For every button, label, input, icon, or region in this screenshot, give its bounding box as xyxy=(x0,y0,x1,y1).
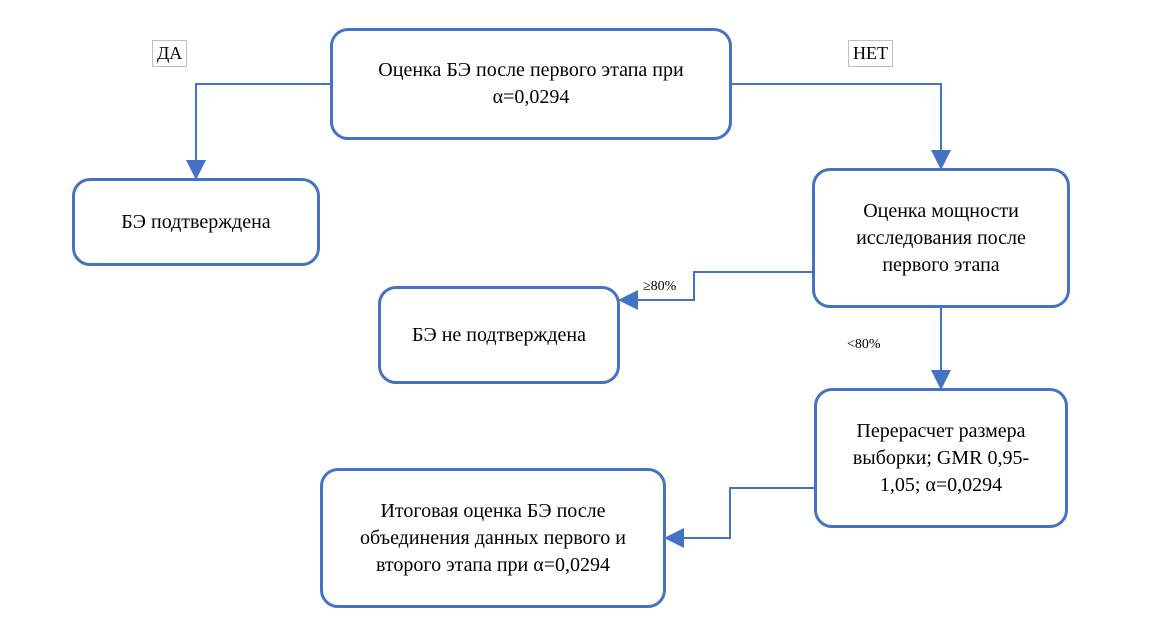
flowchart-container: Оценка БЭ после первого этапа при α=0,02… xyxy=(0,0,1162,642)
node-power: Оценка мощности исследования после перво… xyxy=(812,168,1070,308)
label-yes: ДА xyxy=(152,40,187,67)
label-ge80: ≥80% xyxy=(640,278,679,296)
edge-recalc-final xyxy=(666,488,814,538)
label-lt80: <80% xyxy=(844,336,884,354)
edge-start-power xyxy=(732,84,941,168)
node-start-text: Оценка БЭ после первого этапа при α=0,02… xyxy=(351,57,711,111)
node-power-text: Оценка мощности исследования после перво… xyxy=(833,198,1049,279)
node-not-confirmed: БЭ не подтверждена xyxy=(378,286,620,384)
label-no: НЕТ xyxy=(848,40,893,67)
node-not-confirmed-text: БЭ не подтверждена xyxy=(412,322,586,349)
node-start: Оценка БЭ после первого этапа при α=0,02… xyxy=(330,28,732,140)
node-recalc: Перерасчет размера выборки; GMR 0,95-1,0… xyxy=(814,388,1068,528)
node-recalc-text: Перерасчет размера выборки; GMR 0,95-1,0… xyxy=(835,418,1047,499)
node-confirmed-text: БЭ подтверждена xyxy=(121,209,270,236)
node-confirmed: БЭ подтверждена xyxy=(72,178,320,266)
node-final-text: Итоговая оценка БЭ после объединения дан… xyxy=(341,498,645,579)
edge-start-confirmed xyxy=(196,84,330,178)
node-final: Итоговая оценка БЭ после объединения дан… xyxy=(320,468,666,608)
